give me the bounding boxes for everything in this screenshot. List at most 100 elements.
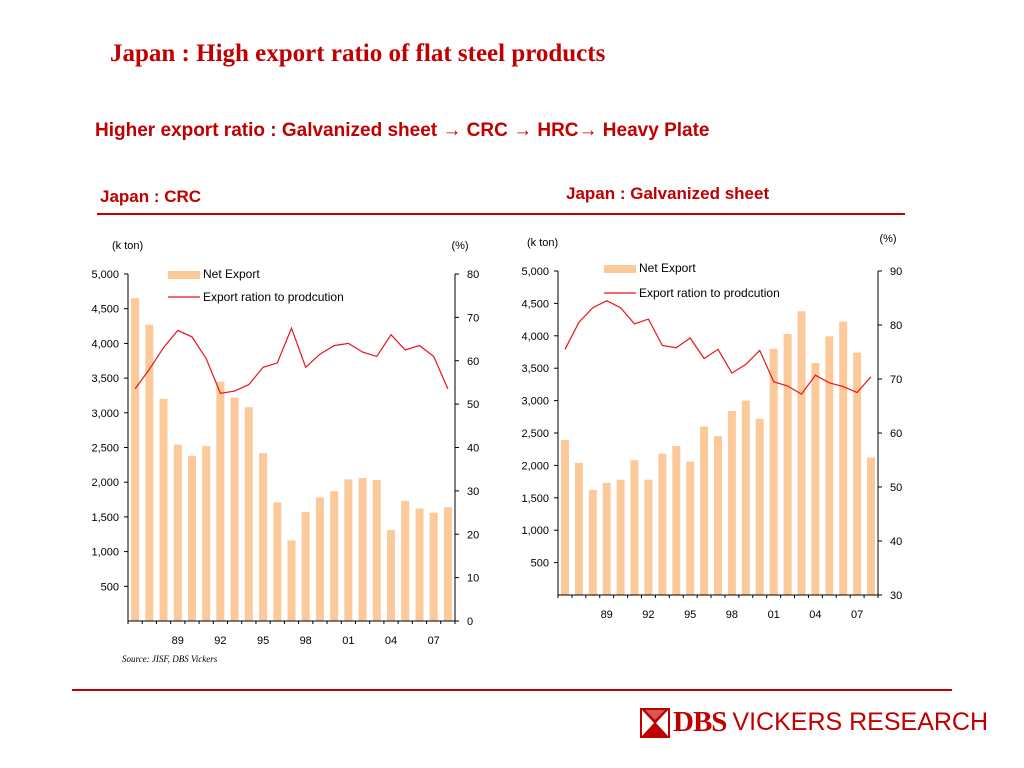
- net-export-bar: [839, 321, 848, 595]
- right-tick-label: 50: [467, 399, 479, 411]
- right-tick-label: 80: [890, 320, 902, 332]
- net-export-bar: [259, 453, 268, 621]
- x-tick-label: 04: [809, 609, 821, 621]
- net-export-bar: [630, 460, 639, 595]
- galvanized-chart-title: Japan : Galvanized sheet: [566, 184, 770, 203]
- net-export-bar: [401, 500, 410, 621]
- legend-net-export-label: Net Export: [639, 261, 696, 275]
- x-tick-label: 01: [768, 609, 780, 621]
- right-tick-label: 40: [890, 536, 902, 548]
- export-ratio-line: [564, 300, 872, 395]
- left-tick-label: 2,000: [521, 460, 549, 472]
- net-export-bar: [727, 411, 736, 595]
- left-tick-label: 1,000: [521, 525, 549, 537]
- net-export-bar: [741, 400, 750, 595]
- footer-divider: [72, 689, 952, 691]
- net-export-bar: [811, 363, 820, 595]
- net-export-bar: [443, 507, 452, 621]
- net-export-bar: [769, 348, 778, 595]
- net-export-bar: [415, 508, 424, 621]
- net-export-bar: [783, 333, 792, 595]
- net-export-bar: [574, 462, 583, 595]
- net-export-bar: [344, 479, 353, 621]
- right-tick-label: 70: [890, 374, 902, 386]
- legend-net-export-swatch: [604, 265, 636, 273]
- x-tick-label: 07: [428, 635, 440, 647]
- x-tick-label: 01: [342, 635, 354, 647]
- x-tick-label: 07: [851, 609, 863, 621]
- net-export-bar: [159, 398, 168, 621]
- right-tick-label: 30: [467, 486, 479, 498]
- left-tick-label: 5,000: [91, 269, 119, 281]
- slide-title: Japan : High export ratio of flat steel …: [110, 40, 606, 67]
- left-tick-label: 3,000: [91, 408, 119, 420]
- net-export-bar: [244, 407, 253, 621]
- left-tick-label: 500: [101, 581, 119, 593]
- right-tick-label: 0: [467, 616, 473, 628]
- x-tick-label: 98: [300, 635, 312, 647]
- x-tick-label: 98: [726, 609, 738, 621]
- crc-chart: 5001,0001,5002,0002,5003,0003,5004,0004,…: [91, 240, 479, 647]
- net-export-bar: [315, 497, 324, 621]
- net-export-bar: [658, 453, 667, 595]
- net-export-bar: [330, 491, 339, 621]
- net-export-bar: [700, 426, 709, 595]
- dbs-logo: DBS VICKERS RESEARCH: [640, 706, 988, 739]
- right-tick-label: 40: [467, 443, 479, 455]
- left-tick-label: 4,000: [521, 331, 549, 343]
- right-tick-label: 80: [467, 269, 479, 281]
- left-tick-label: 1,500: [91, 512, 119, 524]
- net-export-bar: [230, 397, 239, 621]
- net-export-bar: [216, 381, 225, 621]
- left-tick-label: 1,000: [91, 547, 119, 559]
- right-tick-label: 50: [890, 482, 902, 494]
- left-axis-unit: (k ton): [112, 240, 143, 252]
- net-export-bar: [287, 540, 296, 621]
- export-ratio-line: [134, 326, 449, 394]
- net-export-bar: [672, 446, 681, 595]
- left-tick-label: 2,500: [91, 443, 119, 455]
- x-tick-label: 95: [257, 635, 269, 647]
- net-export-bar: [387, 530, 395, 621]
- x-tick-label: 92: [642, 609, 654, 621]
- net-export-bar: [358, 478, 367, 621]
- crc-chart-title: Japan : CRC: [100, 187, 202, 206]
- x-tick-label: 89: [172, 635, 184, 647]
- net-export-bar: [301, 512, 310, 621]
- net-export-bar: [825, 336, 834, 595]
- right-tick-label: 70: [467, 312, 479, 324]
- x-tick-label: 89: [601, 609, 613, 621]
- net-export-bar: [644, 479, 653, 595]
- net-export-bar: [561, 440, 569, 595]
- slide-subtitle: Higher export ratio : Galvanized sheet →…: [95, 120, 710, 141]
- right-tick-label: 60: [890, 428, 902, 440]
- x-tick-label: 04: [385, 635, 397, 647]
- net-export-bar: [273, 502, 282, 621]
- right-axis-unit: (%): [451, 240, 468, 252]
- left-tick-label: 500: [531, 558, 549, 570]
- net-export-bar: [173, 444, 182, 621]
- left-tick-label: 2,500: [521, 428, 549, 440]
- logo-suffix: VICKERS RESEARCH: [732, 708, 989, 736]
- right-tick-label: 90: [890, 266, 902, 278]
- net-export-bar: [202, 446, 211, 621]
- left-axis-unit: (k ton): [527, 237, 558, 249]
- net-export-bar: [602, 482, 611, 595]
- net-export-bar: [867, 457, 875, 595]
- left-tick-label: 4,500: [91, 304, 119, 316]
- right-tick-label: 10: [467, 573, 479, 585]
- x-tick-label: 95: [684, 609, 696, 621]
- net-export-bar: [145, 324, 154, 621]
- net-export-bar: [131, 298, 140, 621]
- dbs-logo-mark-icon: [640, 707, 670, 738]
- right-tick-label: 20: [467, 529, 479, 541]
- right-tick-label: 60: [467, 356, 479, 368]
- left-tick-label: 3,000: [521, 396, 549, 408]
- net-export-bar: [853, 352, 862, 595]
- right-tick-label: 30: [890, 590, 902, 602]
- left-tick-label: 2,000: [91, 477, 119, 489]
- net-export-bar: [372, 480, 381, 621]
- net-export-bar: [797, 311, 806, 595]
- left-tick-label: 1,500: [521, 493, 549, 505]
